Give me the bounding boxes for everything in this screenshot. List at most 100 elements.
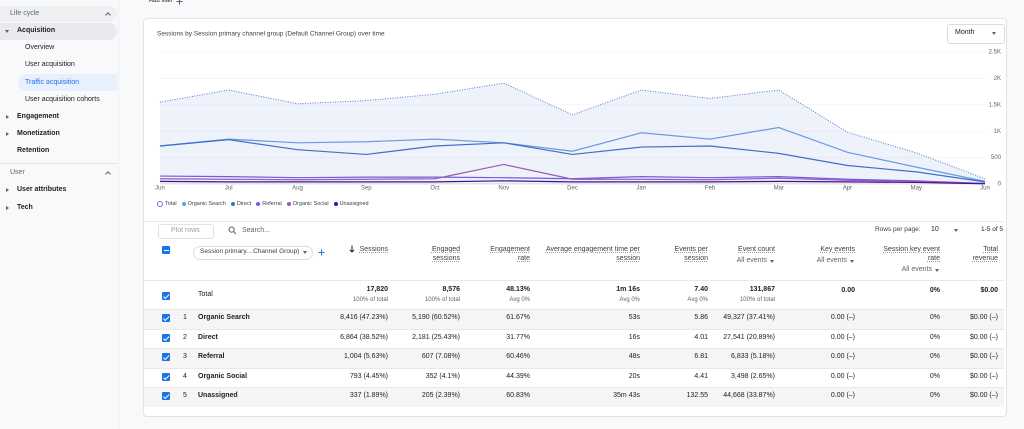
column-header-label: Engaged sessions	[431, 246, 460, 262]
cell: 607 (7.08%)	[421, 353, 460, 360]
row-index: 2	[183, 334, 187, 341]
nav-subitem[interactable]: User acquisition cohorts	[25, 96, 100, 103]
rows-per-page-select[interactable]: 10	[931, 226, 939, 233]
checkbox[interactable]	[162, 353, 170, 361]
total-value: 0.00	[841, 287, 855, 294]
add-dimension-icon	[318, 249, 325, 256]
x-tick-label: Aug	[292, 186, 303, 192]
cell: 0%	[929, 392, 940, 399]
x-tick-label: Dec	[567, 186, 578, 192]
column-header[interactable]: Key events	[805, 245, 855, 254]
plot-rows-button[interactable]	[158, 224, 214, 239]
column-header[interactable]: Session key event rate	[880, 245, 940, 263]
checkbox[interactable]	[162, 373, 170, 381]
cell: 205 (2.39%)	[421, 392, 460, 399]
line	[159, 163, 986, 185]
nav-subitem[interactable]: Traffic acquisition	[25, 79, 80, 86]
checkbox[interactable]	[162, 392, 170, 400]
nav-item[interactable]: Acquisition	[17, 27, 56, 34]
x-tick-label: Oct	[430, 186, 440, 192]
table-row[interactable]	[144, 386, 1004, 407]
cell: 0.00 (–)	[830, 392, 855, 399]
nav-subitem[interactable]: Overview	[25, 44, 55, 51]
table-row[interactable]	[144, 367, 1004, 388]
cell: 0%	[929, 314, 940, 321]
nav-item[interactable]: Monetization	[17, 130, 60, 137]
total-value: 131,867	[749, 286, 775, 293]
cell: 352 (4.1%)	[425, 373, 460, 380]
cell: 0%	[929, 373, 940, 380]
cell: 48s	[628, 353, 640, 360]
dimension-label: Session primary…Channel Group)	[200, 248, 300, 255]
x-tick-label: Jan	[636, 186, 646, 192]
y-tick-label: 2K	[994, 76, 1001, 82]
row-name: Direct	[198, 334, 218, 341]
dimension-dropdown[interactable]	[193, 246, 313, 260]
cell: 31.77%	[506, 334, 530, 341]
checkbox[interactable]	[162, 334, 170, 342]
column-filter[interactable]: All events	[736, 257, 767, 264]
column-header[interactable]: Event count	[725, 245, 775, 254]
sidebar	[0, 0, 119, 429]
column-filter[interactable]: All events	[901, 266, 932, 273]
granularity-dropdown[interactable]	[947, 24, 1005, 44]
legend-item: Organic Social	[286, 199, 329, 209]
legend-label: Unassigned	[339, 201, 369, 207]
cell: $0.00 (–)	[969, 314, 998, 321]
nav-selected-bg	[18, 74, 117, 91]
column-header[interactable]: Average engagement time per session	[540, 245, 640, 263]
row-name: Referral	[198, 353, 225, 360]
add-filter-label: Add filter	[149, 0, 173, 4]
table-row[interactable]	[144, 328, 1004, 349]
cell: 6,833 (5.18%)	[731, 353, 775, 360]
column-header[interactable]: Total revenue	[958, 245, 998, 263]
column-header[interactable]: Sessions	[328, 245, 388, 254]
nav-item[interactable]: Engagement	[17, 113, 60, 120]
cell: 35m 43s	[613, 392, 640, 399]
cell: 27,541 (20.89%)	[723, 334, 775, 341]
total-label: Total	[198, 291, 213, 298]
row-name: Organic Search	[198, 314, 250, 321]
cell: $0.00 (–)	[969, 334, 998, 341]
legend-item: Referral	[256, 199, 282, 209]
nav-item[interactable]: User attributes	[17, 186, 67, 193]
dropdown-caret	[303, 251, 307, 254]
column-header[interactable]: Engagement rate	[480, 245, 530, 263]
column-header[interactable]: Engaged sessions	[410, 245, 460, 263]
cell: 49,327 (37.41%)	[723, 314, 775, 321]
table-row[interactable]	[144, 308, 1004, 329]
total-value: 1m 16s	[616, 286, 640, 293]
legend-item: Total	[157, 199, 177, 209]
cell: 60.83%	[506, 392, 530, 399]
column-filter[interactable]: All events	[816, 257, 847, 264]
cell: 0.00 (–)	[830, 373, 855, 380]
legend-item: Unassigned	[333, 199, 369, 209]
cell: 0.00 (–)	[830, 353, 855, 360]
section-title: User	[10, 169, 25, 176]
cell: 0%	[929, 353, 940, 360]
x-tick-label: Feb	[705, 186, 716, 192]
total-sub: Avg 0%	[687, 297, 708, 303]
dropdown-caret	[770, 260, 774, 263]
checkbox[interactable]	[162, 246, 170, 254]
legend-item: Organic Search	[181, 199, 226, 209]
total-sub: 100% of total	[739, 297, 775, 303]
total-value: 8,576	[442, 286, 460, 293]
expand-icon	[6, 187, 9, 192]
legend-label: Organic Social	[292, 201, 329, 207]
header-divider	[144, 280, 1004, 281]
checkbox[interactable]	[162, 292, 170, 300]
total-sub: Avg 0%	[509, 297, 530, 303]
total-value: 48.13%	[506, 286, 530, 293]
pagination: 1-5 of 5	[981, 226, 1004, 233]
search-input[interactable]: Search...	[242, 227, 271, 234]
nav-item[interactable]: Tech	[17, 204, 33, 211]
y-tick-label: 0	[998, 182, 1002, 188]
nav-item[interactable]: Retention	[17, 147, 50, 154]
column-header[interactable]: Events per session	[658, 245, 708, 263]
line	[159, 139, 986, 183]
nav-subitem[interactable]: User acquisition	[25, 61, 75, 68]
table-row[interactable]	[144, 347, 1004, 368]
checkbox[interactable]	[162, 314, 170, 322]
row-name: Unassigned	[198, 392, 238, 399]
